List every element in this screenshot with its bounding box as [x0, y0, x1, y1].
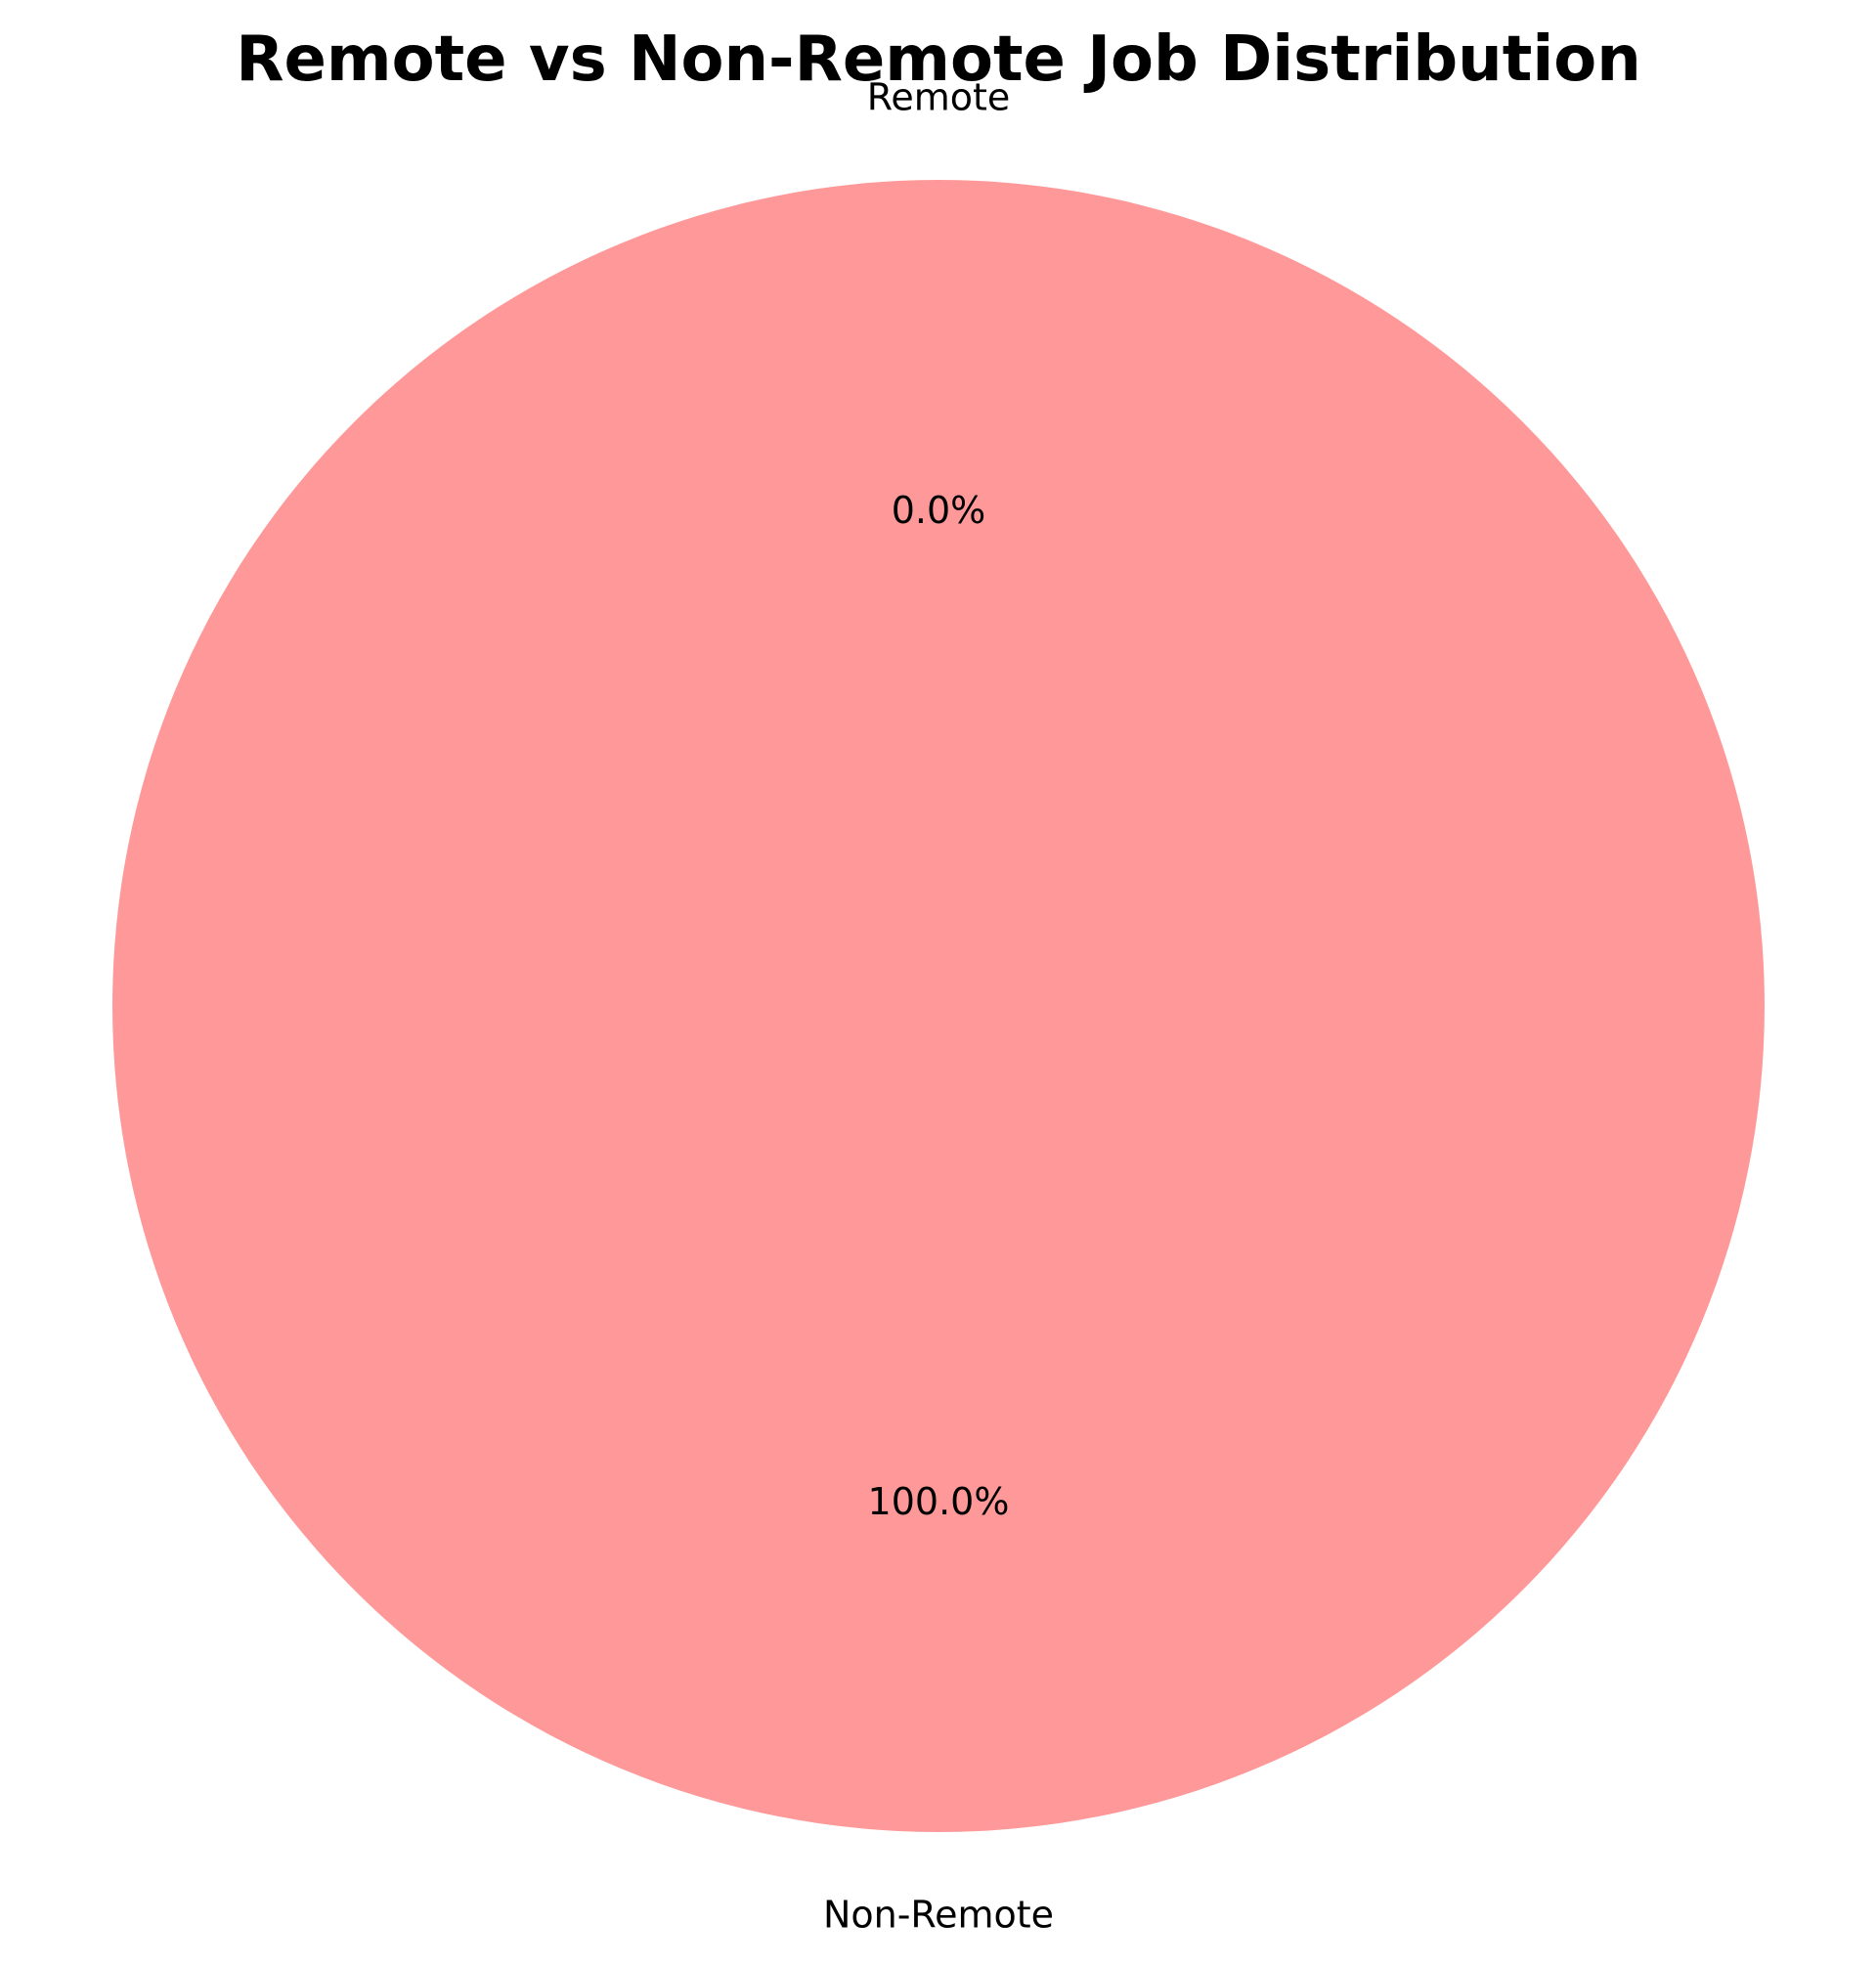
pie-slices [112, 180, 1765, 1832]
slice-pct-remote: 0.0% [892, 489, 986, 532]
pie-labels: Remote 0.0% Non-Remote 100.0% [823, 76, 1054, 1937]
slice-label-remote: Remote [867, 76, 1011, 119]
pie-slice-non-remote [112, 180, 1765, 1832]
chart-title: Remote vs Non-Remote Job Distribution [236, 23, 1641, 96]
slice-label-non-remote: Non-Remote [823, 1894, 1054, 1937]
slice-pct-non-remote: 100.0% [868, 1480, 1010, 1523]
